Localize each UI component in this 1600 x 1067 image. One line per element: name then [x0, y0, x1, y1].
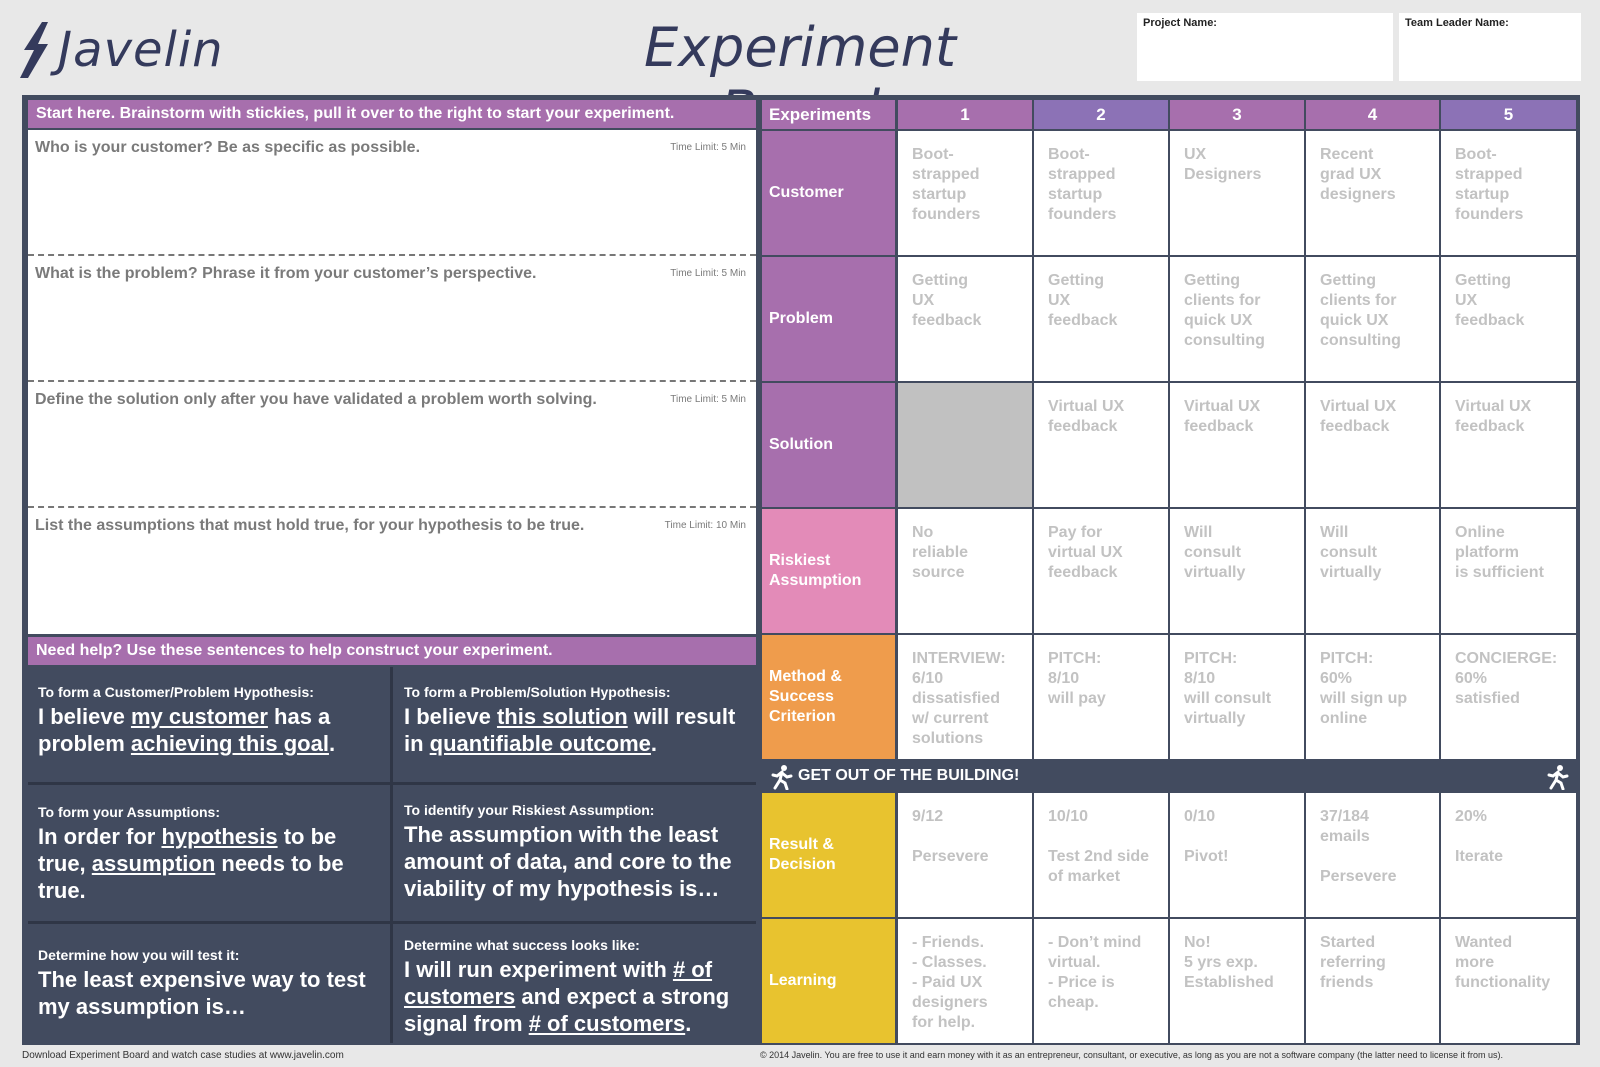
row-label-method-success: Method & Success Criterion: [762, 635, 895, 759]
help-sentence: I believe my customer has a problem achi…: [38, 704, 336, 756]
time-limit: Time Limit: 10 Min: [664, 520, 746, 531]
experiment-column-header: 5: [1441, 100, 1576, 129]
team-leader-label: Team Leader Name:: [1405, 17, 1509, 29]
time-limit: Time Limit: 5 Min: [670, 268, 746, 279]
running-person-icon: [1547, 765, 1569, 790]
need-help-bar: Need help? Use these sentences to help c…: [28, 637, 756, 665]
cell-customer-exp2[interactable]: Boot- strapped startup founders: [1034, 131, 1168, 255]
cell-method-success-exp5[interactable]: CONCIERGE: 60% satisfied: [1441, 635, 1576, 759]
cell-result-decision-exp1[interactable]: 9/12 Persevere: [898, 793, 1032, 917]
help-divider: [28, 782, 756, 785]
cell-result-decision-exp2[interactable]: 10/10 Test 2nd side of market: [1034, 793, 1168, 917]
running-person-icon: [771, 765, 793, 790]
get-out-label: GET OUT OF THE BUILDING!: [798, 767, 1020, 784]
help-divider: [28, 921, 756, 924]
row-label-riskiest-assumption: Riskiest Assumption: [762, 509, 895, 633]
cell-customer-exp1[interactable]: Boot- strapped startup founders: [898, 131, 1032, 255]
cell-riskiest-assumption-exp2[interactable]: Pay for virtual UX feedback: [1034, 509, 1168, 633]
help-heading: Determine how you will test it:: [38, 947, 240, 963]
cell-riskiest-assumption-exp5[interactable]: Online platform is sufficient: [1441, 509, 1576, 633]
cell-learning-exp5[interactable]: Wanted more functionality: [1441, 919, 1576, 1043]
cell-result-decision-exp3[interactable]: 0/10 Pivot!: [1170, 793, 1304, 917]
cell-method-success-exp4[interactable]: PITCH: 60% will sign up online: [1306, 635, 1439, 759]
assumptions-question[interactable]: List the assumptions that must hold true…: [28, 508, 756, 634]
help-sentence: I believe this solution will result in q…: [404, 704, 736, 756]
cell-solution-exp4[interactable]: Virtual UX feedback: [1306, 383, 1439, 507]
project-name-label: Project Name:: [1143, 17, 1217, 29]
cell-problem-exp3[interactable]: Getting clients for quick UX consulting: [1170, 257, 1304, 381]
help-heading: To identify your Riskiest Assumption:: [404, 802, 655, 818]
cell-learning-exp3[interactable]: No! 5 yrs exp. Established: [1170, 919, 1304, 1043]
help-sentence: I will run experiment with # of customer…: [404, 957, 730, 1036]
help-divider-vertical: [390, 667, 393, 1043]
lightning-bolt-icon: [20, 22, 48, 78]
experiments-header: Experiments: [762, 100, 895, 129]
help-sentence: The least expensive way to test my assum…: [38, 967, 366, 1019]
cell-solution-exp3[interactable]: Virtual UX feedback: [1170, 383, 1304, 507]
question-text: List the assumptions that must hold true…: [35, 517, 585, 534]
experiment-column-header: 1: [898, 100, 1032, 129]
experiment-column-header: 2: [1034, 100, 1168, 129]
row-label-learning: Learning: [762, 919, 895, 1043]
help-sentence: The assumption with the least amount of …: [404, 822, 732, 901]
row-label-customer: Customer: [762, 131, 895, 255]
cell-solution-exp5[interactable]: Virtual UX feedback: [1441, 383, 1576, 507]
help-heading: To form a Problem/Solution Hypothesis:: [404, 684, 671, 700]
question-text: Who is your customer? Be as specific as …: [35, 139, 421, 156]
cell-problem-exp5[interactable]: Getting UX feedback: [1441, 257, 1576, 381]
get-out-of-building-banner: GET OUT OF THE BUILDING!: [762, 761, 1576, 791]
cell-method-success-exp1[interactable]: INTERVIEW: 6/10 dissatisfied w/ current …: [898, 635, 1032, 759]
question-text: What is the problem? Phrase it from your…: [35, 265, 537, 282]
help-heading: To form your Assumptions:: [38, 804, 220, 820]
help-test: Determine how you will test it: The leas…: [28, 935, 388, 1041]
cell-result-decision-exp5[interactable]: 20% Iterate: [1441, 793, 1576, 917]
help-success: Determine what success looks like: I wil…: [394, 925, 756, 1043]
project-name-field[interactable]: Project Name:: [1137, 13, 1393, 81]
start-here-bar: Start here. Brainstorm with stickies, pu…: [28, 100, 756, 128]
cell-riskiest-assumption-exp4[interactable]: Will consult virtually: [1306, 509, 1439, 633]
cell-learning-exp1[interactable]: - Friends. - Classes. - Paid UX designer…: [898, 919, 1032, 1043]
problem-question[interactable]: What is the problem? Phrase it from your…: [28, 256, 756, 382]
time-limit: Time Limit: 5 Min: [670, 394, 746, 405]
cell-customer-exp5[interactable]: Boot- strapped startup founders: [1441, 131, 1576, 255]
experiment-column-header: 4: [1306, 100, 1439, 129]
cell-riskiest-assumption-exp3[interactable]: Will consult virtually: [1170, 509, 1304, 633]
row-label-result-decision: Result & Decision: [762, 793, 895, 917]
cell-result-decision-exp4[interactable]: 37/184 emails Persevere: [1306, 793, 1439, 917]
cell-learning-exp4[interactable]: Started referring friends: [1306, 919, 1439, 1043]
question-text: Define the solution only after you have …: [35, 391, 597, 408]
help-heading: To form a Customer/Problem Hypothesis:: [38, 684, 314, 700]
experiment-column-header: 3: [1170, 100, 1304, 129]
footer-copyright: © 2014 Javelin. You are free to use it a…: [760, 1050, 1504, 1060]
javelin-logo: Javelin: [18, 18, 224, 82]
cell-method-success-exp2[interactable]: PITCH: 8/10 will pay: [1034, 635, 1168, 759]
help-sentence: In order for hypothesis to be true, assu…: [38, 824, 344, 903]
time-limit: Time Limit: 5 Min: [670, 142, 746, 153]
cell-problem-exp1[interactable]: Getting UX feedback: [898, 257, 1032, 381]
cell-learning-exp2[interactable]: - Don’t mind virtual. - Price is cheap.: [1034, 919, 1168, 1043]
cell-problem-exp2[interactable]: Getting UX feedback: [1034, 257, 1168, 381]
row-label-solution: Solution: [762, 383, 895, 507]
cell-solution-exp1[interactable]: [898, 383, 1032, 507]
cell-method-success-exp3[interactable]: PITCH: 8/10 will consult virtually: [1170, 635, 1304, 759]
logo-text: Javelin: [58, 22, 224, 78]
help-riskiest-assumption: To identify your Riskiest Assumption: Th…: [394, 790, 756, 916]
brainstorm-area[interactable]: Who is your customer? Be as specific as …: [28, 130, 756, 634]
help-heading: Determine what success looks like:: [404, 937, 640, 953]
row-label-problem: Problem: [762, 257, 895, 381]
team-leader-field[interactable]: Team Leader Name:: [1399, 13, 1581, 81]
cell-solution-exp2[interactable]: Virtual UX feedback: [1034, 383, 1168, 507]
footer-download-text: Download Experiment Board and watch case…: [22, 1050, 344, 1061]
help-assumptions: To form your Assumptions: In order for h…: [28, 792, 388, 918]
cell-riskiest-assumption-exp1[interactable]: No reliable source: [898, 509, 1032, 633]
cell-problem-exp4[interactable]: Getting clients for quick UX consulting: [1306, 257, 1439, 381]
customer-question[interactable]: Who is your customer? Be as specific as …: [28, 130, 756, 256]
cell-customer-exp3[interactable]: UX Designers: [1170, 131, 1304, 255]
solution-question[interactable]: Define the solution only after you have …: [28, 382, 756, 508]
help-problem-solution: To form a Problem/Solution Hypothesis: I…: [394, 672, 756, 782]
help-customer-problem: To form a Customer/Problem Hypothesis: I…: [28, 672, 388, 782]
cell-customer-exp4[interactable]: Recent grad UX designers: [1306, 131, 1439, 255]
